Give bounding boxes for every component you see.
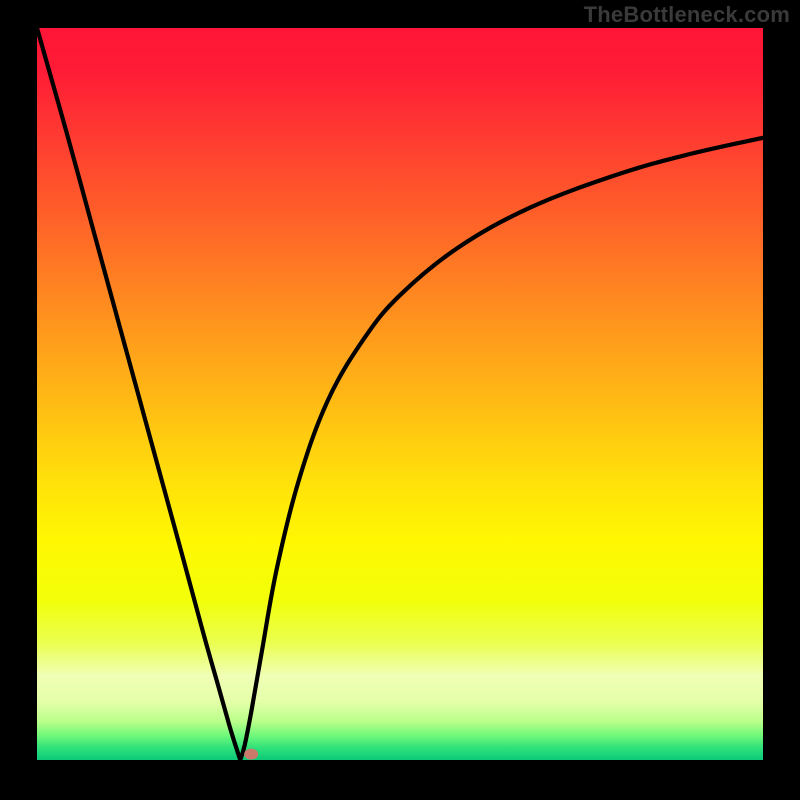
gradient-background	[37, 28, 763, 760]
chart-frame: TheBottleneck.com	[0, 0, 800, 800]
vertex-marker	[244, 749, 258, 760]
watermark-text: TheBottleneck.com	[584, 2, 790, 28]
bottleneck-chart	[0, 0, 800, 800]
